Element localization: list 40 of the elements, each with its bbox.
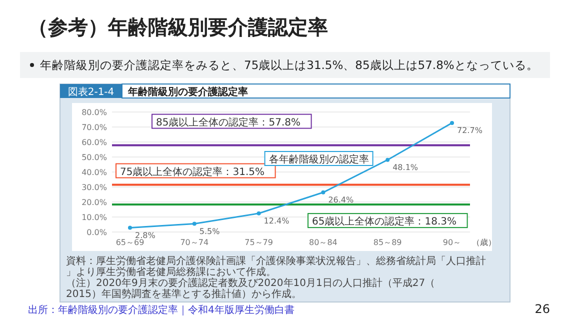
text: 26 [534,302,550,316]
point [450,120,454,125]
point [192,222,196,226]
point [256,211,261,216]
text: 資料：厚生労働省老健局介護保険計画課「介護保険事業状況報告」、総務省統計局「人口推計」より厚生労働省老健局総務課において作成。 [66,255,486,278]
text: （注）2020年9月末の要介護認定者数及び2020年10月1日の人口推計（平成27（2015）年国勢調査を基準とする推計値）から作成。 [66,277,436,300]
y-tick-label: 10.0% [82,213,108,222]
x-axis-title: （歳） [472,238,496,247]
text: 年齢階級別の要介護認定率 [127,86,248,98]
y-tick-label: 60.0% [82,138,108,147]
point [321,190,326,194]
chart-subtitle: 年齢階級別の要介護認定率をみると、75歳以上は31.5%、85歳以上は57.8%となっている。 [40,58,538,72]
y-tick-label: 70.0% [82,123,108,132]
data-label: 2.8% [135,230,156,240]
data-label: 26.4% [328,195,354,204]
x-tick-label: 65～69 [116,238,144,247]
x-tick-label: 85～89 [373,238,402,247]
y-tick-label: 0.0% [86,228,108,237]
y-tick-label: 50.0% [82,153,108,162]
x-tick-label: 70～74 [180,238,209,247]
data-label: 48.1% [392,162,418,172]
chart-title: （参考）年齢階級別要介護認定率 [28,15,328,39]
ref-line-label: 85歳以上全体の認定率：57.8% [156,116,300,128]
y-tick-label: 40.0% [82,168,108,177]
x-tick-label: 80～84 [309,238,338,247]
series-label: 各年齢階級別の認定率 [268,154,369,166]
data-label: 72.7% [457,126,483,135]
y-tick-label: 20.0% [82,198,108,207]
data-label: 5.5% [199,226,220,236]
x-tick-label: 75～79 [244,238,273,247]
text: 図表2-1-4 [68,86,114,98]
point [386,158,390,162]
x-tick-label: 90～ [442,238,462,247]
y-tick-label: 30.0% [82,183,108,192]
data-label: 12.4% [264,216,290,226]
text: 出所：年齢階級別の要介護認定率｜令和4年版厚生労働白書 [28,304,294,316]
point [128,226,132,230]
ref-line-label: 75歳以上全体の認定率：31.5% [120,166,264,178]
ref-line-label: 65歳以上全体の認定率：18.3% [312,216,456,228]
y-tick-label: 80.0% [82,108,108,117]
